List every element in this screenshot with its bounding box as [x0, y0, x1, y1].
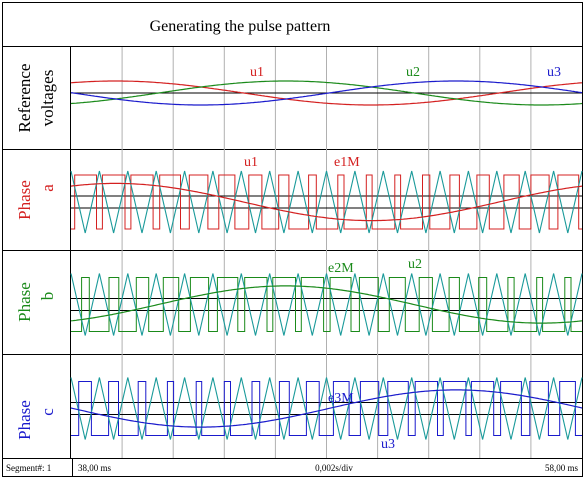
phase-a-pulse-pattern	[71, 174, 582, 230]
phase-b-carrier-triangle	[70, 273, 583, 336]
panel-label-phase-c: Phase c	[15, 400, 57, 440]
time-scale: 0,002s/div	[315, 463, 353, 473]
annotation-u1-phase-a: u1	[244, 155, 258, 170]
phase-c-reference-sine	[70, 389, 583, 428]
diagram-title: Generating the pulse pattern	[150, 18, 331, 35]
phase-c-carrier-triangle	[70, 377, 583, 440]
phase-a-carrier-triangle	[70, 170, 583, 234]
segment-label: Segment#: 1	[6, 463, 51, 473]
panel-label-line1: Reference	[15, 64, 34, 133]
panel-label-line1: Phase	[15, 180, 34, 220]
annotation-u3-reference: u3	[547, 65, 561, 80]
time-grid	[121, 47, 532, 458]
phase-b-reference-sine	[70, 285, 583, 324]
panel-label-line2: b	[38, 292, 57, 301]
phase-a-reference-sine	[70, 182, 583, 222]
panel-label-phase-a: Phase a	[15, 180, 57, 220]
time-end: 58,00 ms	[545, 463, 579, 473]
annotation-e2m: e2M	[328, 261, 354, 276]
panel-label-reference: Reference voltages	[15, 64, 57, 133]
annotation-e1m: e1M	[334, 155, 360, 170]
panel-label-phase-b: Phase b	[15, 282, 57, 322]
annotation-u2-reference: u2	[406, 65, 420, 80]
time-start: 38,00 ms	[78, 463, 112, 473]
reference-sine-u2	[70, 80, 583, 106]
annotation-e3m: e3M	[328, 391, 354, 406]
waveforms	[70, 80, 583, 440]
annotation-u1-reference: u1	[250, 65, 264, 80]
panel-label-line2: c	[38, 408, 57, 416]
annotations: u1 u2 u3 u1 e1M e2M u2 e3M u3	[244, 65, 561, 452]
panel-label-line2: voltages	[38, 70, 57, 127]
annotation-u2-phase-b: u2	[408, 257, 422, 272]
phase-b-pulse-pattern	[71, 277, 582, 332]
reference-sine-u1	[70, 80, 583, 106]
panel-label-line2: a	[38, 184, 57, 192]
panel-label-line1: Phase	[15, 400, 34, 440]
panel-label-line1: Phase	[15, 282, 34, 322]
annotation-u3-phase-c: u3	[381, 437, 395, 452]
reference-sine-u3	[70, 80, 583, 106]
phase-c-pulse-pattern	[71, 381, 582, 436]
